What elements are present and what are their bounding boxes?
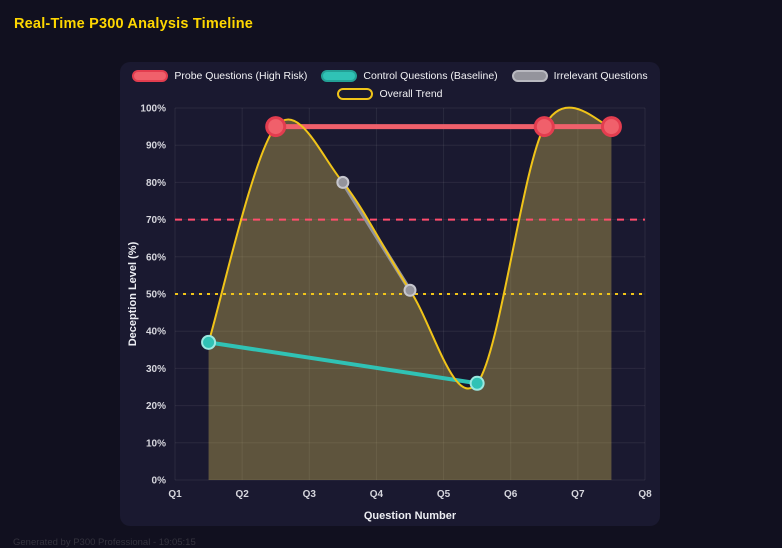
y-tick-label: 100% [140,104,166,115]
y-tick-label: 90% [146,141,166,152]
legend-item-2[interactable]: Irrelevant Questions [511,70,648,82]
x-tick-label: Q6 [504,489,518,500]
y-tick-label: 0% [152,476,167,487]
legend-label: Irrelevant Questions [553,70,648,82]
data-point[interactable] [265,116,287,138]
y-tick-label: 80% [146,178,166,189]
footer-status: Generated by P300 Professional - 19:05:1… [13,537,196,548]
legend-item-0[interactable]: Probe Questions (High Risk) [132,70,307,82]
y-tick-label: 50% [146,290,166,301]
legend-row-1: Probe Questions (High Risk) Control Quest… [132,70,648,82]
y-tick-label: 60% [146,252,166,263]
x-axis-label: Question Number [364,510,457,522]
data-point[interactable] [533,116,555,138]
x-tick-label: Q1 [168,489,182,500]
series-line-1 [206,340,480,386]
data-point[interactable] [336,175,350,189]
data-point[interactable] [469,375,485,391]
x-tick-label: Q8 [638,489,652,500]
legend-swatch [132,70,169,82]
data-point[interactable] [600,116,622,138]
legend-label: Probe Questions (High Risk) [174,70,308,82]
x-tick-label: Q7 [571,489,585,500]
x-tick-label: Q5 [437,489,451,500]
y-tick-label: 10% [146,438,166,449]
legend-label: Control Questions (Baseline) [363,70,498,82]
page-title: Real-Time P300 Analysis Timeline [14,16,254,32]
y-tick-label: 30% [146,364,166,375]
data-point[interactable] [403,283,417,297]
legend-row-2: Overall Trend [337,88,443,100]
y-axis-label: Deception Level (%) [127,241,139,346]
legend-label: Overall Trend [379,88,443,100]
legend-swatch [321,70,358,82]
x-tick-label: Q3 [303,489,317,500]
x-tick-label: Q2 [235,489,249,500]
y-tick-label: 20% [146,401,166,412]
chart-legend: Probe Questions (High Risk) Control Quest… [120,70,660,100]
legend-item-1[interactable]: Control Questions (Baseline) [321,70,498,82]
chart-card: 0% 10% 20% 30% 40% 50% 60% 70% 80% 90% 100% Q1 Q2 Q3 Q… [120,62,660,526]
legend-swatch [337,88,374,100]
y-tick-label: 70% [146,215,166,226]
x-tick-label: Q4 [370,489,384,500]
legend-item-3[interactable]: Overall Trend [337,88,443,100]
y-tick-label: 40% [146,327,166,338]
legend-swatch [511,70,548,82]
data-point[interactable] [201,334,217,350]
chart: 0% 10% 20% 30% 40% 50% 60% 70% 80% 90% 100% Q1 Q2 Q3 Q… [127,104,652,523]
